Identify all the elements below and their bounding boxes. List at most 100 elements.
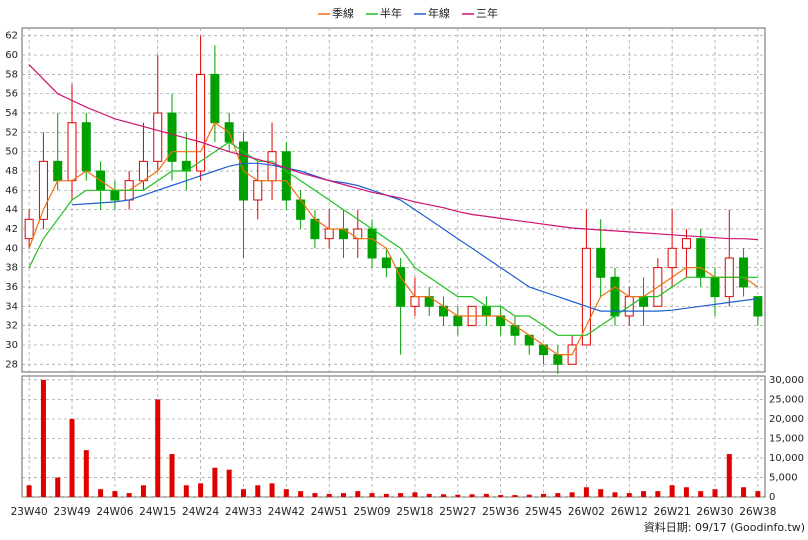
- x-tick-label: 24W24: [182, 506, 219, 518]
- volume-bar: [298, 491, 304, 497]
- x-tick-label: 26W12: [611, 506, 648, 518]
- volume-bar: [498, 495, 504, 497]
- volume-bar: [169, 454, 175, 497]
- y2-tick-label: 15,000: [769, 433, 804, 444]
- x-tick-label: 24W15: [139, 506, 176, 518]
- volume-bar: [412, 492, 418, 497]
- volume-bar: [526, 494, 532, 497]
- legend-label: 季線: [332, 6, 354, 20]
- candle-body: [253, 180, 263, 201]
- candle-body: [210, 73, 220, 124]
- volume-bar: [255, 485, 261, 497]
- volume-bar: [55, 477, 61, 497]
- y-tick-label: 34: [5, 301, 18, 312]
- volume-bar: [741, 487, 747, 497]
- volume-bar: [269, 483, 275, 497]
- candle-body: [367, 228, 377, 259]
- volume-bar: [126, 493, 132, 497]
- volume-bar: [398, 493, 404, 497]
- volume-bar: [212, 467, 218, 497]
- volume-bar: [355, 491, 361, 497]
- y-tick-label: 38: [5, 263, 18, 274]
- volume-bar: [283, 489, 289, 497]
- x-tick-label: 24W42: [268, 506, 305, 518]
- y-tick-label: 28: [5, 359, 18, 370]
- y2-tick-label: 20,000: [769, 414, 804, 425]
- volume-bar: [569, 492, 575, 497]
- volume-bar: [726, 454, 732, 497]
- candle-body: [739, 257, 749, 288]
- candle-body: [53, 160, 63, 182]
- y-tick-label: 58: [5, 69, 18, 80]
- y-tick-label: 60: [5, 50, 18, 61]
- price-frame: [21, 27, 766, 373]
- volume-bar: [483, 493, 489, 497]
- volume-bar: [655, 491, 661, 497]
- volume-bar: [441, 494, 447, 497]
- volume-bar: [83, 450, 89, 497]
- volume-bar: [226, 469, 232, 497]
- candle-body: [324, 228, 334, 240]
- candle-body: [410, 296, 420, 307]
- x-tick-label: 24W33: [225, 506, 262, 518]
- candle-body: [281, 151, 291, 201]
- volume-bar: [40, 379, 46, 497]
- y2-tick-label: 10,000: [769, 453, 804, 464]
- volume-bar: [326, 493, 332, 497]
- volume-bar: [426, 493, 432, 497]
- volume-bar: [240, 489, 246, 497]
- candle-body: [67, 122, 77, 182]
- x-tick-label: 26W02: [568, 506, 605, 518]
- volume-bar: [755, 491, 761, 497]
- volume-bar: [541, 493, 547, 497]
- y2-tick-label: 5,000: [769, 472, 798, 483]
- candle-body: [553, 354, 563, 365]
- volume-bar: [140, 485, 146, 497]
- volume-bar: [98, 489, 104, 497]
- x-tick-label: 25W27: [439, 506, 476, 518]
- y-tick-label: 52: [5, 127, 18, 138]
- volume-bar: [369, 493, 375, 497]
- footer: 資料日期: 09/17 (Goodinfo.tw): [644, 520, 805, 534]
- x-tick-label: 26W30: [696, 506, 733, 518]
- volume-bar: [626, 493, 632, 497]
- candle-body: [138, 160, 148, 182]
- y-tick-label: 42: [5, 224, 18, 235]
- legend-label: 半年: [380, 6, 402, 20]
- candle-body: [310, 218, 320, 240]
- x-tick-label: 25W45: [525, 506, 562, 518]
- volume-bar: [598, 489, 604, 497]
- ma-line: [28, 64, 758, 241]
- candle-body: [38, 160, 48, 220]
- volume-bar: [612, 492, 618, 497]
- x-tick-label: 24W51: [311, 506, 348, 518]
- volume-bar: [583, 487, 589, 497]
- y-tick-label: 54: [5, 108, 18, 119]
- candle-body: [396, 267, 406, 307]
- volume-bar: [183, 485, 189, 497]
- x-tick-label: 25W09: [354, 506, 391, 518]
- candle-body: [753, 296, 763, 317]
- ma-line: [71, 162, 758, 312]
- legend-label: 年線: [428, 6, 450, 20]
- candle-body: [667, 247, 677, 269]
- y-tick-label: 44: [5, 205, 18, 216]
- volume-bar: [683, 487, 689, 497]
- x-tick-label: 24W06: [96, 506, 133, 518]
- x-tick-label: 23W49: [53, 506, 90, 518]
- candle-body: [196, 73, 206, 172]
- y-tick-label: 46: [5, 185, 18, 196]
- x-tick-label: 25W36: [482, 506, 519, 518]
- candle-body: [24, 218, 34, 240]
- volume-bar: [69, 418, 75, 497]
- legend-label: 三年: [476, 6, 498, 20]
- candle-body: [453, 315, 463, 327]
- y-tick-label: 40: [5, 243, 18, 254]
- candle-body: [696, 238, 706, 278]
- candle-body: [681, 238, 691, 249]
- candle-body: [381, 257, 391, 269]
- y-tick-label: 30: [5, 340, 18, 351]
- candle-body: [581, 247, 591, 346]
- volume-bar: [712, 489, 718, 497]
